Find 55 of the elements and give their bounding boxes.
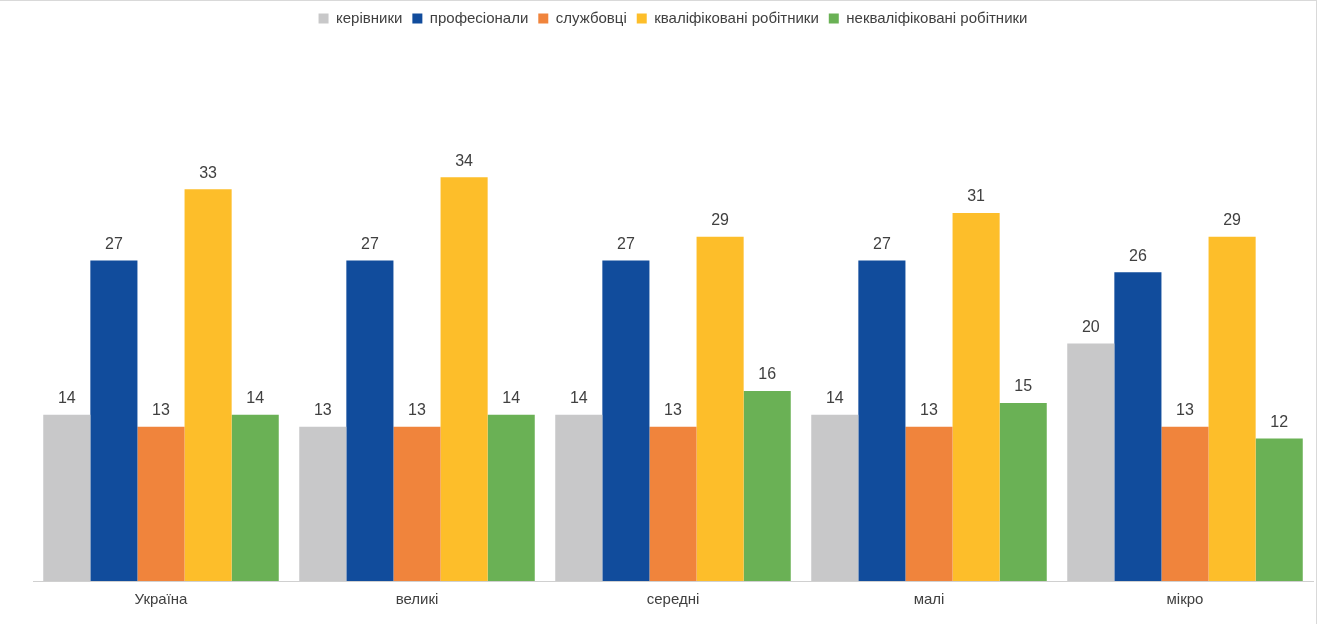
bar bbox=[487, 414, 535, 581]
data-label: 27 bbox=[105, 234, 123, 252]
bar bbox=[858, 260, 906, 581]
bar bbox=[1161, 426, 1209, 581]
data-label: 27 bbox=[617, 234, 635, 252]
bar bbox=[137, 426, 185, 581]
bar bbox=[999, 402, 1047, 581]
bar bbox=[393, 426, 441, 581]
bar bbox=[905, 426, 953, 581]
data-label: 29 bbox=[711, 211, 730, 229]
x-tick-label: Україна bbox=[134, 590, 189, 608]
legend-label: професіонали bbox=[429, 8, 529, 26]
legend-label: кваліфіковані робітники bbox=[654, 8, 819, 26]
bar bbox=[649, 426, 697, 581]
legend-label: керівники bbox=[336, 8, 403, 26]
data-label: 15 bbox=[1014, 377, 1033, 395]
bar bbox=[1114, 272, 1162, 581]
bar bbox=[743, 391, 791, 581]
bar bbox=[184, 189, 232, 581]
data-label: 14 bbox=[57, 389, 76, 407]
data-label: 31 bbox=[967, 187, 986, 205]
data-label: 27 bbox=[873, 234, 891, 252]
data-label: 14 bbox=[569, 389, 588, 407]
data-label: 12 bbox=[1270, 412, 1289, 430]
data-label: 13 bbox=[664, 401, 682, 419]
data-label: 16 bbox=[758, 365, 777, 383]
data-label: 33 bbox=[199, 163, 218, 181]
data-label: 14 bbox=[502, 389, 521, 407]
bar bbox=[696, 236, 744, 581]
bar bbox=[1208, 236, 1256, 581]
bar bbox=[346, 260, 394, 581]
data-label: 26 bbox=[1129, 246, 1147, 264]
legend-label: службовці bbox=[555, 8, 627, 26]
bar bbox=[90, 260, 138, 581]
bar bbox=[602, 260, 650, 581]
legend-label: некваліфіковані робітники bbox=[846, 8, 1028, 26]
data-label: 13 bbox=[1176, 401, 1194, 419]
data-label: 34 bbox=[455, 151, 474, 169]
data-label: 20 bbox=[1081, 317, 1100, 335]
x-tick-label: великі bbox=[395, 590, 439, 608]
x-tick-label: малі bbox=[913, 590, 945, 608]
data-label: 13 bbox=[920, 401, 938, 419]
data-label: 13 bbox=[313, 401, 332, 419]
data-label: 27 bbox=[361, 234, 379, 252]
data-label: 13 bbox=[408, 401, 426, 419]
data-label: 14 bbox=[825, 389, 844, 407]
data-label: 13 bbox=[152, 401, 170, 419]
data-label: 29 bbox=[1223, 211, 1242, 229]
x-tick-label: середні bbox=[646, 590, 700, 608]
x-tick-label: мікро bbox=[1166, 590, 1204, 608]
data-label: 14 bbox=[246, 389, 265, 407]
bar bbox=[1255, 438, 1303, 581]
bar bbox=[952, 212, 1000, 581]
bar bbox=[231, 414, 279, 581]
bar bbox=[440, 177, 488, 581]
